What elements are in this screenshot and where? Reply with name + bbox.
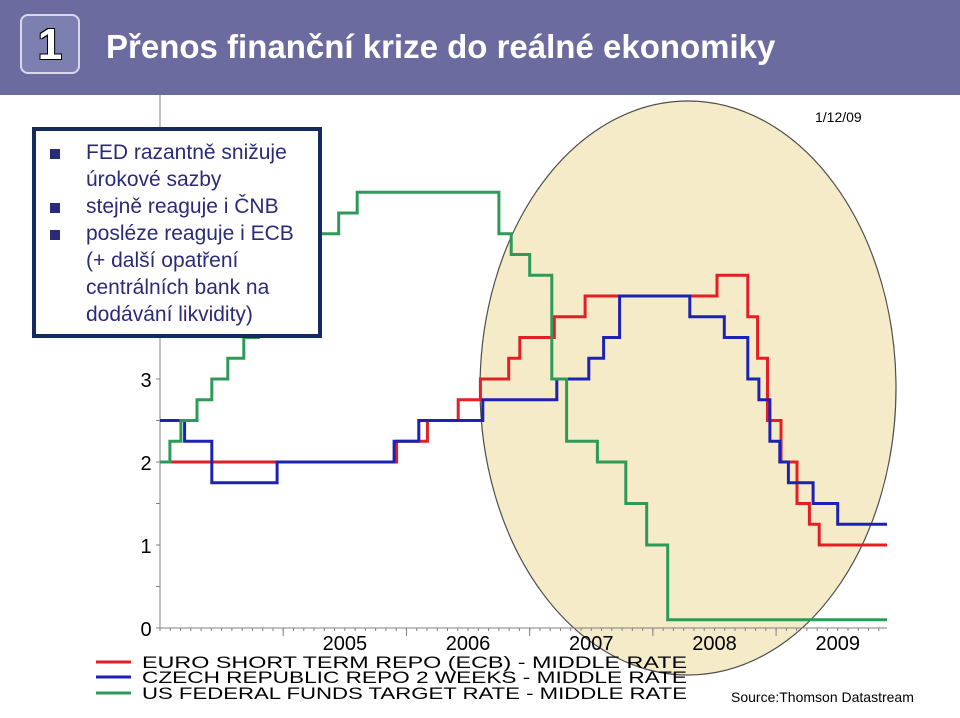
legend-label-3: US FEDERAL FUNDS TARGET RATE - MIDDLE RA… [142,684,687,703]
series-line-2 [160,294,887,526]
square-bullet-icon [50,203,60,213]
chart-series [160,190,887,622]
x-tick-label: 2008 [692,633,737,655]
x-tick-label: 2009 [815,633,860,655]
callout-item: FED razantně snižuje úrokové sazby [50,139,318,193]
x-tick-label: 2005 [323,633,368,655]
x-tick-label: 2007 [569,633,614,655]
callout-item-text: stejně reaguje i ČNB [86,195,279,218]
chart-axes: 0 1 2 3 2005 2006 2007 2008 2009 [140,95,887,655]
callout-box: FED razantně snižuje úrokové sazby stejn… [32,127,322,338]
callout-item: posléze reaguje i ECB (+ další opatření … [50,220,318,328]
slide-title: Přenos finanční krize do reálné ekonomik… [106,28,776,65]
callout-item-text: posléze reaguje i ECB (+ další opatření … [86,222,294,326]
y-tick-label: 1 [140,536,151,558]
slide-number: 1 [37,20,63,69]
chart-legend: EURO SHORT TERM REPO (ECB) - MIDDLE RATE… [96,653,687,703]
square-bullet-icon [50,149,60,159]
rate-chart: 0 1 2 3 2005 2006 2007 2008 2009 EURO SHORT TERM… [96,95,897,703]
legend-label-2: CZECH REPUBLIC REPO 2 WEEKS - MIDDLE RAT… [142,668,687,687]
series-line-3 [160,190,887,622]
legend-label-1: EURO SHORT TERM REPO (ECB) - MIDDLE RATE [142,653,687,672]
y-tick-label: 0 [140,619,151,641]
y-tick-label: 3 [140,370,151,392]
callout-item-text: FED razantně snižuje úrokové sazby [86,141,287,191]
date-label: 1/12/09 [815,109,862,125]
crisis-highlight-ellipse [479,100,897,676]
square-bullet-icon [50,230,60,240]
y-tick-label: 2 [140,453,151,475]
callout-item: stejně reaguje i ČNB [50,193,318,220]
x-tick-label: 2006 [446,633,491,655]
title-bar: 1 Přenos finanční krize do reálné ekonom… [0,0,960,95]
slide-number-badge: 1 [20,14,80,74]
source-note: Source:Thomson Datastream [731,689,914,705]
